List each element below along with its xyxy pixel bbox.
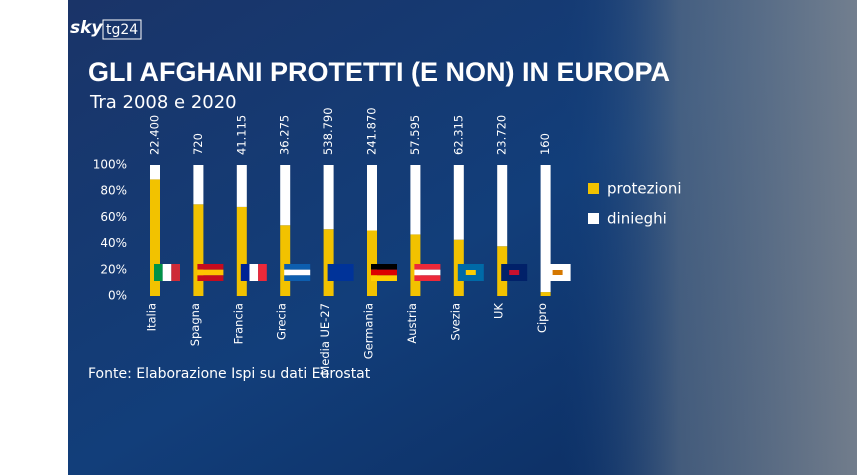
flag-detail	[509, 270, 520, 275]
flag	[371, 264, 397, 270]
bar-segment	[280, 225, 291, 296]
source: Fonte: Elaborazione Ispi su dati Eurosta…	[88, 366, 371, 382]
total-label: 538.790	[321, 107, 335, 155]
bar-segment	[497, 165, 508, 247]
bar-segment	[150, 179, 160, 296]
bar-segment	[150, 165, 160, 180]
total-label: 23.720	[495, 115, 509, 155]
bar-segment	[453, 165, 464, 240]
bar-segment	[323, 229, 334, 296]
legend-swatch	[588, 183, 599, 194]
legend-label: dinieghi	[607, 210, 667, 228]
x-tick-label: UK	[492, 303, 506, 319]
y-tick-label: 0%	[108, 289, 127, 303]
flag	[197, 275, 224, 281]
flag	[284, 269, 311, 276]
flag	[258, 264, 267, 281]
x-tick-label: Francia	[231, 303, 245, 344]
bar-segment	[410, 165, 421, 235]
total-label: 160	[538, 133, 552, 155]
x-tick-label: Grecia	[275, 303, 289, 340]
flag-detail	[465, 270, 476, 275]
flag	[414, 269, 441, 276]
bar-segment	[540, 165, 551, 293]
flag	[371, 275, 397, 281]
chart-title: GLI AFGHANI PROTETTI (E NON) IN EUROPA	[88, 57, 670, 87]
flag	[284, 264, 311, 270]
y-tick-label: 20%	[100, 262, 127, 276]
flag	[197, 269, 224, 276]
total-label: 36.275	[278, 115, 292, 155]
flag	[414, 264, 441, 270]
x-tick-label: Austria	[405, 303, 419, 344]
bar-segment	[367, 165, 377, 231]
x-tick-label: Svezia	[448, 303, 462, 340]
flag	[371, 269, 397, 276]
legend-swatch	[588, 213, 599, 224]
brand-tg24: tg24	[106, 22, 138, 38]
flag-detail	[552, 270, 563, 275]
photo-background	[560, 0, 857, 475]
y-tick-label: 40%	[100, 236, 127, 250]
flag	[197, 264, 224, 270]
flag	[171, 264, 180, 281]
legend-label: protezioni	[607, 180, 682, 198]
bar-segment	[236, 206, 247, 296]
bar-segment	[323, 165, 334, 230]
x-tick-label: Germania	[362, 303, 376, 359]
chart-subtitle: Tra 2008 e 2020	[89, 92, 237, 113]
flag	[240, 264, 250, 281]
bar-segment	[236, 165, 247, 207]
bar-segment	[367, 230, 377, 296]
x-tick-label: Italia	[145, 303, 159, 331]
y-tick-label: 100%	[93, 158, 127, 172]
total-label: 62.315	[451, 115, 465, 155]
total-label: 720	[191, 133, 205, 155]
y-tick-label: 60%	[100, 210, 127, 224]
flag	[284, 275, 311, 281]
x-tick-label: Spagna	[188, 303, 202, 346]
flag	[162, 264, 172, 281]
total-label: 57.595	[408, 115, 422, 155]
bar-segment	[193, 165, 204, 205]
bar-segment	[193, 204, 204, 296]
bar-segment	[540, 292, 551, 296]
total-label: 41.115	[234, 115, 248, 155]
total-label: 22.400	[148, 115, 162, 155]
flag	[154, 264, 163, 281]
brand-box	[102, 19, 142, 40]
bar-segment	[280, 165, 291, 226]
flag	[249, 264, 259, 281]
flag	[327, 264, 354, 281]
x-tick-label: Cipro	[535, 303, 549, 333]
total-label: 241.870	[365, 107, 379, 155]
x-tick-label: Media UE-27	[318, 303, 332, 376]
brand-sky: sky	[70, 18, 103, 38]
y-tick-label: 80%	[100, 184, 127, 198]
flag	[414, 275, 441, 281]
